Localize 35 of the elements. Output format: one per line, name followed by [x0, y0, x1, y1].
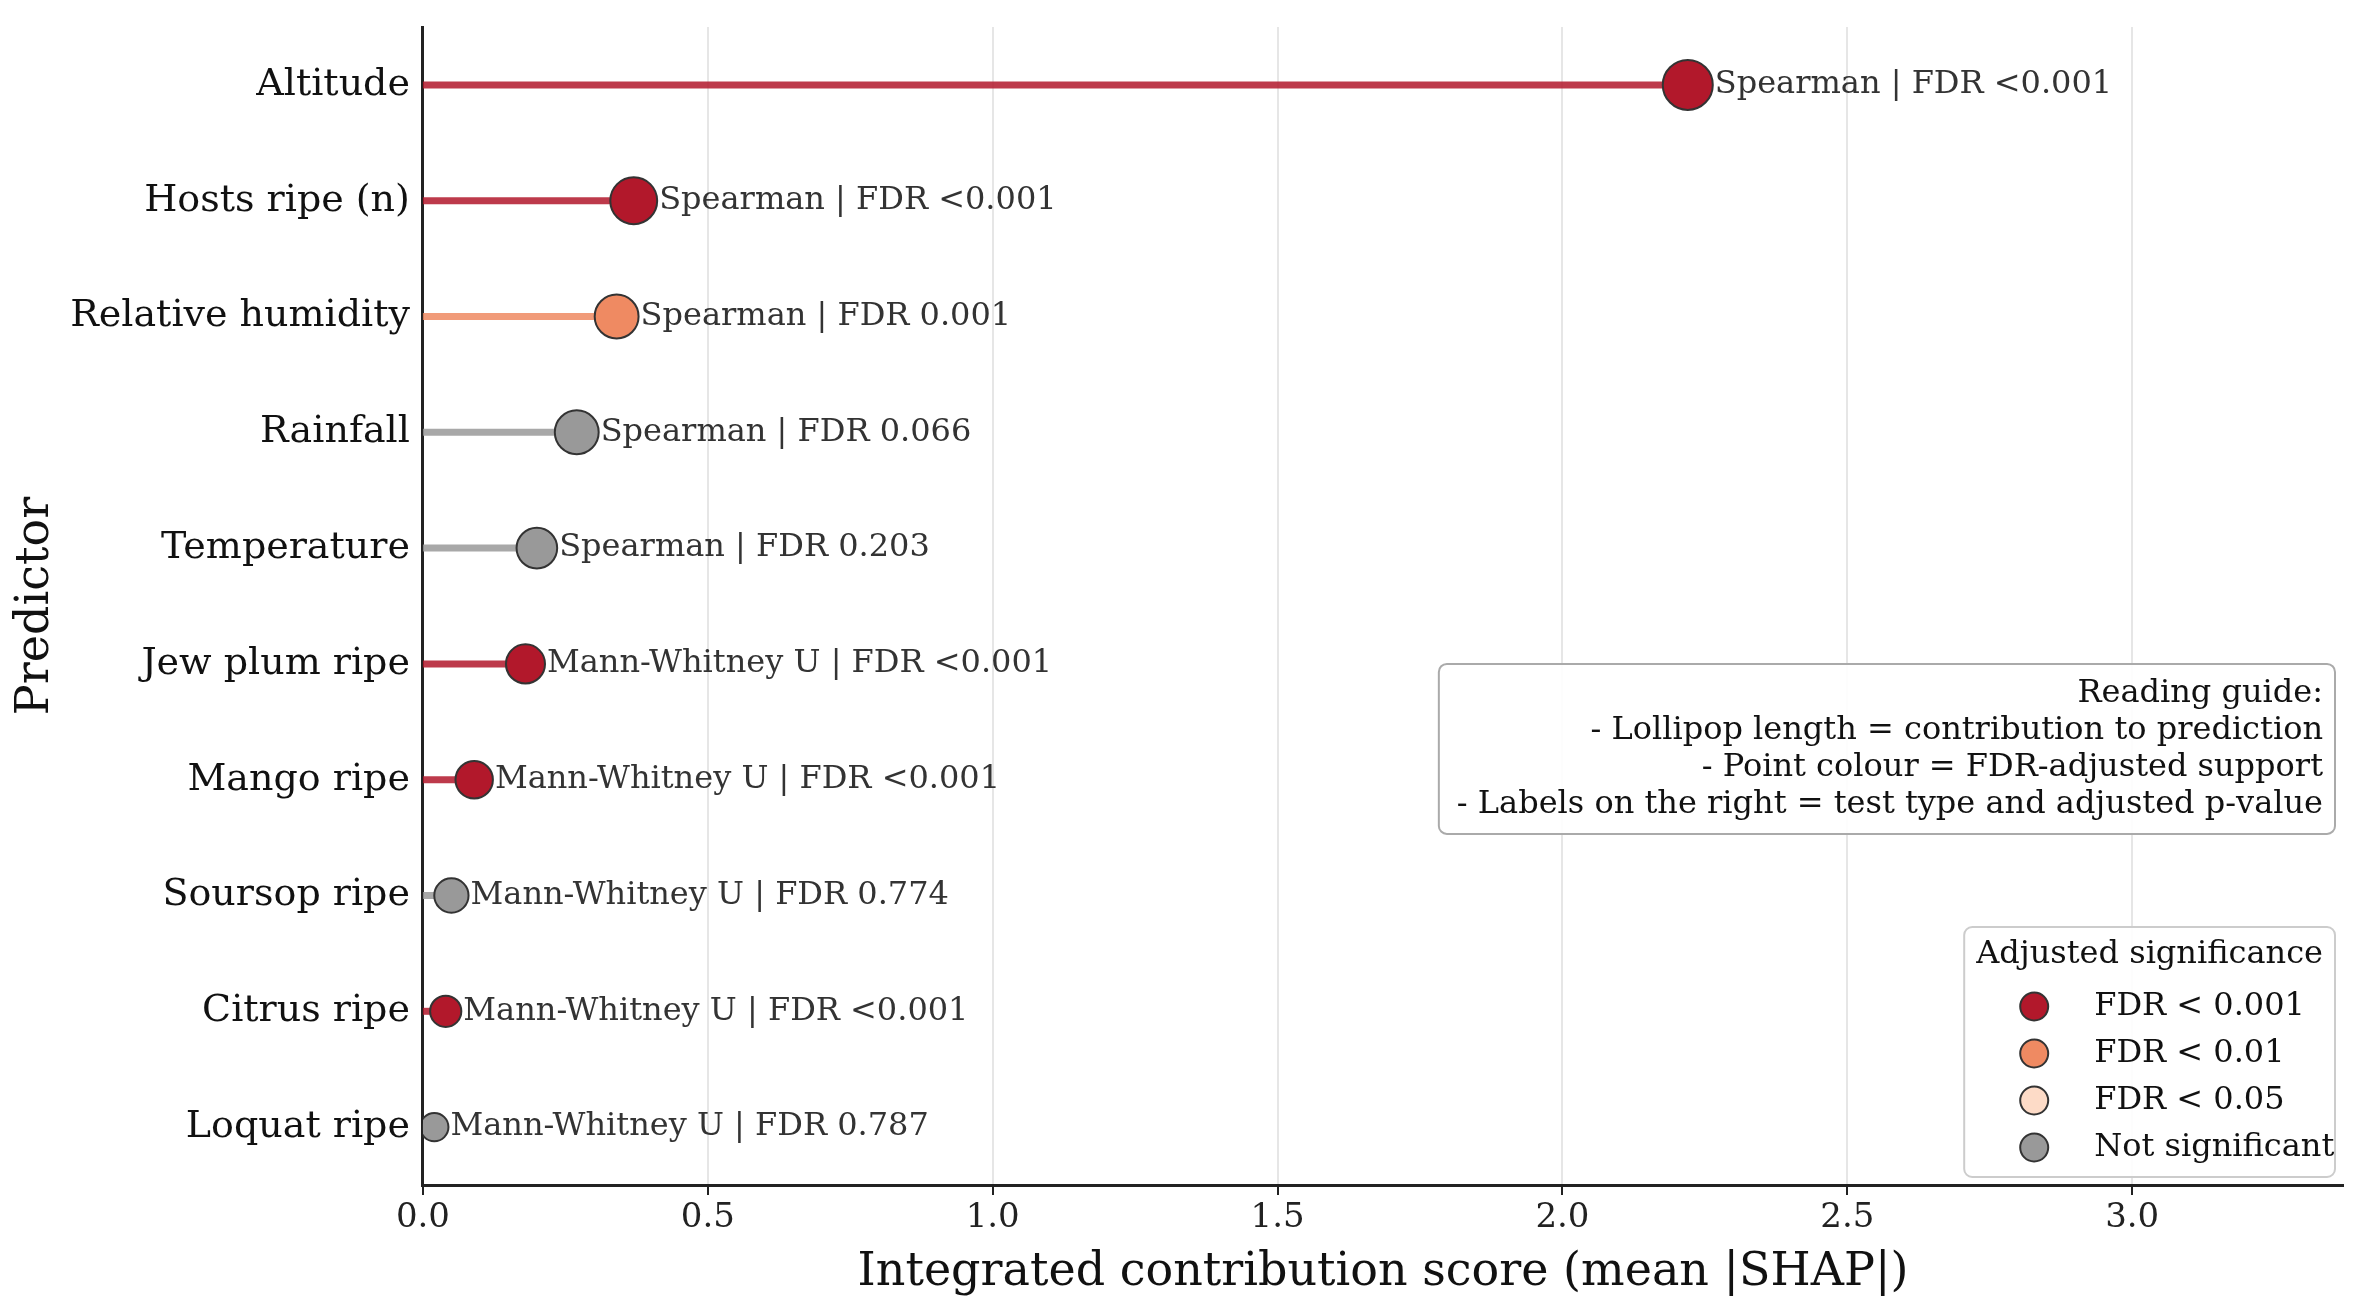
y-tick-label: Altitude: [255, 59, 410, 104]
legend-label: FDR < 0.05: [2094, 1078, 2285, 1117]
x-tick-label: 0.0: [395, 1195, 450, 1236]
y-axis-title: Predictor: [4, 496, 59, 716]
x-tick-label: 0.5: [680, 1195, 735, 1236]
legend-label: FDR < 0.01: [2094, 1031, 2285, 1070]
data-label: Spearman | FDR 0.066: [600, 410, 972, 449]
y-tick-label: Jew plum ripe: [137, 638, 410, 683]
y-tick-label: Rainfall: [260, 407, 410, 452]
legend-label: FDR < 0.001: [2094, 984, 2305, 1023]
x-tick-label: 2.0: [1535, 1195, 1590, 1236]
y-tick-label: Citrus ripe: [202, 986, 410, 1031]
data-label: Mann-Whitney U | FDR <0.001: [463, 989, 969, 1028]
data-label: Spearman | FDR 0.001: [640, 294, 1012, 333]
data-label: Spearman | FDR 0.203: [559, 526, 930, 565]
y-tick-label: Relative humidity: [70, 291, 411, 336]
x-axis-title: Integrated contribution score (mean |SHAP|): [857, 1242, 1909, 1297]
data-label: Mann-Whitney U | FDR <0.001: [547, 642, 1053, 681]
legend-title: Adjusted significance: [1975, 933, 2323, 972]
x-tick-label: 3.0: [2105, 1195, 2160, 1236]
data-label: Mann-Whitney U | FDR 0.774: [470, 873, 949, 912]
y-tick-label: Hosts ripe (n): [144, 175, 410, 220]
y-tick-label: Soursop ripe: [162, 870, 410, 915]
data-label: Spearman | FDR <0.001: [1714, 63, 2113, 102]
x-tick-label: 1.5: [1250, 1195, 1305, 1236]
y-tick-label: Loquat ripe: [185, 1101, 410, 1146]
data-label: Mann-Whitney U | FDR 0.787: [450, 1105, 929, 1144]
data-label: Spearman | FDR <0.001: [659, 179, 1057, 218]
data-label: Mann-Whitney U | FDR <0.001: [494, 758, 1001, 797]
y-tick-label: Mango ripe: [187, 754, 410, 799]
legend-label: Not significant: [2094, 1125, 2335, 1164]
x-tick-label: 2.5: [1820, 1195, 1875, 1236]
y-tick-label: Temperature: [160, 522, 410, 567]
x-tick-label: 1.0: [965, 1195, 1020, 1236]
annotation: Reading guide: - Lollipop length = contribution to prediction - Point colour = FDR-adjusted support - Labels on the right = test type and adjusted p-value: [1456, 671, 2324, 821]
